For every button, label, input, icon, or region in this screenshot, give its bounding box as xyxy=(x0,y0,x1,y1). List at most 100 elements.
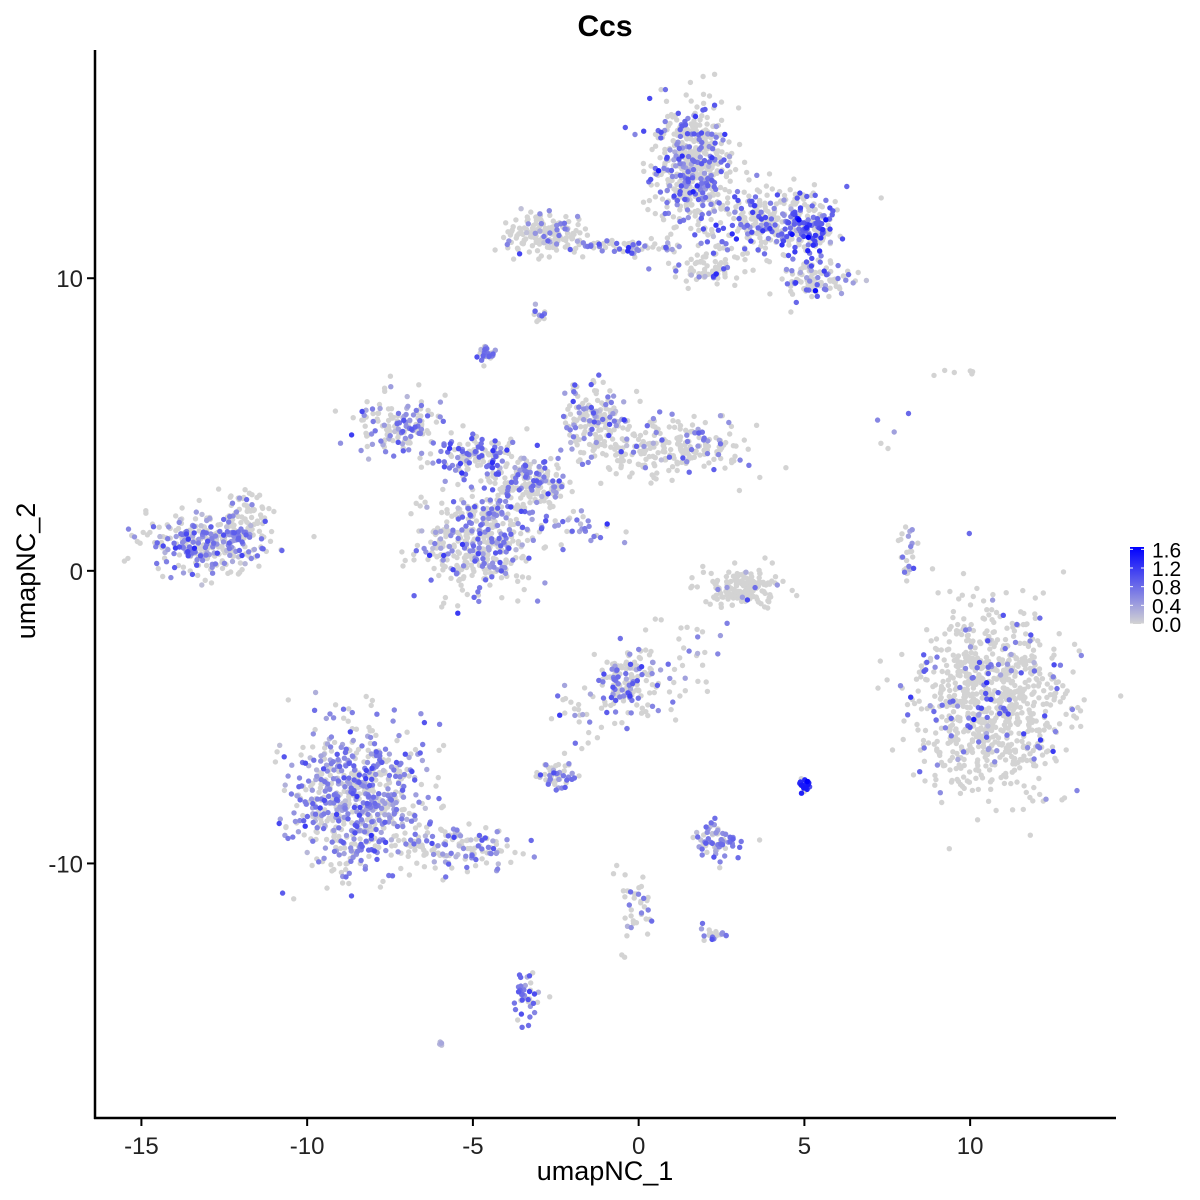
data-point xyxy=(316,859,322,865)
data-point xyxy=(966,769,973,775)
data-point xyxy=(1013,669,1019,676)
data-point xyxy=(632,131,638,138)
data-point xyxy=(316,789,322,795)
data-point xyxy=(730,443,737,449)
data-point xyxy=(421,864,428,870)
data-point xyxy=(534,598,541,604)
data-point xyxy=(784,281,791,287)
data-point xyxy=(418,426,425,432)
data-point xyxy=(1027,751,1033,757)
data-point xyxy=(342,784,348,790)
data-point xyxy=(366,793,372,800)
data-point xyxy=(346,706,352,712)
data-point xyxy=(433,529,439,535)
data-point xyxy=(620,425,626,431)
data-point xyxy=(534,499,540,506)
data-point xyxy=(449,548,455,554)
data-point xyxy=(878,195,884,201)
data-point xyxy=(500,234,507,241)
data-point xyxy=(1042,708,1049,715)
data-point xyxy=(485,844,492,850)
data-point xyxy=(382,388,388,394)
data-point xyxy=(958,744,965,750)
data-point xyxy=(743,569,749,575)
data-point xyxy=(154,560,160,567)
data-point xyxy=(320,825,327,832)
data-point xyxy=(438,826,444,832)
data-point xyxy=(569,770,575,776)
data-point xyxy=(674,467,680,474)
data-point xyxy=(408,511,414,517)
data-point xyxy=(580,254,586,260)
data-point xyxy=(388,384,394,390)
data-point xyxy=(964,653,970,659)
data-point xyxy=(338,869,345,876)
data-point xyxy=(411,551,417,558)
data-point xyxy=(938,759,945,766)
data-point xyxy=(464,869,471,875)
data-point xyxy=(788,206,794,212)
data-point xyxy=(541,233,547,240)
data-point xyxy=(700,260,707,266)
data-point xyxy=(484,471,490,477)
data-point xyxy=(391,791,397,798)
data-point xyxy=(541,240,547,246)
data-point xyxy=(215,522,221,528)
data-point xyxy=(469,572,475,579)
data-point xyxy=(358,857,364,864)
data-point xyxy=(555,455,561,462)
data-point xyxy=(1008,753,1015,760)
data-point xyxy=(699,139,705,146)
data-point xyxy=(350,737,356,744)
data-point xyxy=(422,833,429,839)
data-point xyxy=(700,254,706,260)
data-point xyxy=(297,817,303,824)
data-point xyxy=(563,213,569,220)
data-point xyxy=(1012,761,1018,767)
data-point xyxy=(268,528,275,535)
data-point xyxy=(942,631,948,637)
data-point xyxy=(442,842,449,848)
data-point xyxy=(297,797,303,803)
data-point xyxy=(956,596,962,602)
data-point xyxy=(653,476,659,482)
data-point xyxy=(633,687,640,693)
data-point xyxy=(386,772,393,779)
data-point xyxy=(587,691,594,697)
data-point xyxy=(967,658,974,665)
data-point xyxy=(580,711,586,718)
data-point xyxy=(635,247,642,254)
data-point xyxy=(385,417,392,424)
data-point xyxy=(738,838,744,845)
data-point xyxy=(701,150,708,156)
data-point xyxy=(617,635,623,642)
data-point xyxy=(669,464,676,470)
data-point xyxy=(578,508,585,514)
data-point xyxy=(1069,724,1075,730)
data-point xyxy=(399,549,405,555)
data-point xyxy=(619,687,625,693)
data-point xyxy=(717,155,723,161)
data-point xyxy=(1040,701,1046,707)
data-point xyxy=(994,637,1001,643)
data-point xyxy=(198,523,204,529)
data-point xyxy=(928,638,934,644)
data-point xyxy=(737,457,743,463)
data-point xyxy=(365,811,371,818)
data-point xyxy=(702,649,708,656)
data-point xyxy=(769,578,775,584)
data-point xyxy=(766,599,772,605)
data-point xyxy=(700,563,706,570)
data-point xyxy=(504,241,510,248)
data-point xyxy=(610,393,617,399)
data-point xyxy=(424,428,430,434)
data-point xyxy=(336,852,342,858)
data-point xyxy=(964,704,970,710)
data-point xyxy=(1019,710,1025,716)
data-point xyxy=(390,414,396,421)
data-point xyxy=(242,561,248,567)
data-point xyxy=(718,117,725,124)
data-point xyxy=(661,447,667,453)
data-point xyxy=(817,202,823,209)
data-point xyxy=(701,463,707,469)
